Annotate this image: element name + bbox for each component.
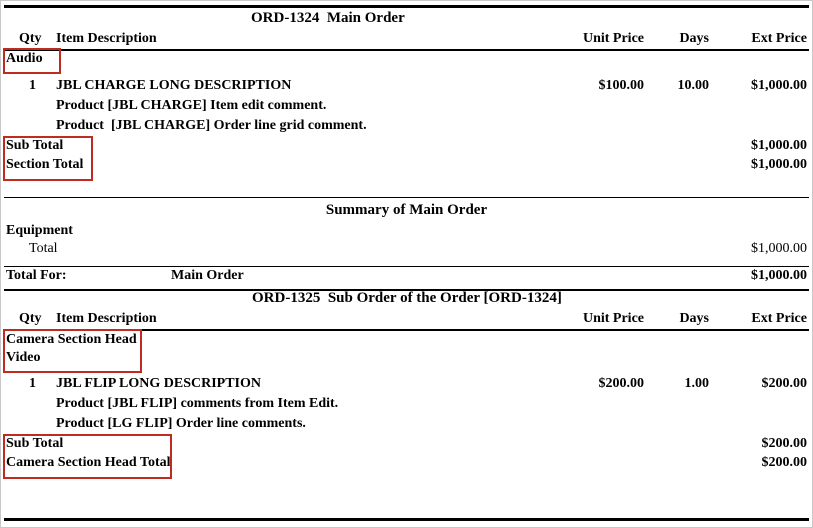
item-unit-price: $100.00 — [598, 78, 645, 93]
summary-total-value: $1,000.00 — [751, 241, 807, 256]
total-for-order-name: Main Order — [171, 268, 244, 283]
item-ext-price: $200.00 — [761, 376, 808, 391]
total-for-value: $1,000.00 — [751, 268, 807, 283]
order2-section-label: Video — [6, 350, 41, 365]
top-rule — [4, 5, 809, 8]
item-ext-price: $1,000.00 — [751, 78, 807, 93]
order2-item-comment: Product [JBL FLIP] comments from Item Ed… — [56, 396, 339, 411]
summary-total-row: Total $1,000.00 — [1, 241, 812, 259]
order1-item-row: 1 JBL CHARGE LONG DESCRIPTION $100.00 10… — [1, 78, 812, 96]
item-description: JBL FLIP LONG DESCRIPTION — [56, 376, 261, 391]
order1-item-comment: Product [JBL CHARGE] Item edit comment. — [56, 98, 327, 113]
subtotal-value: $200.00 — [761, 436, 808, 451]
order2-subtotal-row: Sub Total $200.00 — [1, 436, 812, 454]
item-description: JBL CHARGE LONG DESCRIPTION — [56, 78, 292, 93]
item-days: 10.00 — [677, 78, 710, 93]
summary-top-rule — [4, 197, 809, 198]
column-header-qty: Qty — [19, 31, 42, 46]
order1-title: ORD-1324 Main Order — [251, 10, 405, 26]
item-qty: 1 — [29, 376, 36, 391]
order1-item-comment: Product [JBL CHARGE] Order line grid com… — [56, 118, 367, 133]
section-total-label: Section Total — [6, 157, 84, 172]
column-header-description: Item Description — [56, 31, 157, 46]
order1-subtotal-row: Sub Total $1,000.00 — [1, 138, 812, 156]
order2-item-comment: Product [LG FLIP] Order line comments. — [56, 416, 306, 431]
subtotal-value: $1,000.00 — [751, 138, 807, 153]
order2-title: ORD-1325 Sub Order of the Order [ORD-132… — [252, 290, 562, 306]
total-for-top-rule — [4, 266, 809, 267]
order2-header-underline — [4, 329, 809, 331]
column-header-qty: Qty — [19, 311, 42, 326]
order2-section-head-label: Camera Section Head — [6, 332, 137, 347]
total-for-bottom-rule — [4, 289, 809, 291]
total-for-label: Total For: — [6, 268, 67, 283]
column-header-unit-price: Unit Price — [582, 311, 644, 326]
total-for-row: Total For: Main Order $1,000.00 — [1, 268, 812, 286]
section-total-label: Camera Section Head Total — [6, 455, 171, 470]
order1-header-underline — [4, 49, 809, 51]
column-header-ext-price: Ext Price — [751, 311, 807, 326]
section-total-value: $200.00 — [761, 455, 808, 470]
summary-total-label: Total — [29, 241, 58, 256]
item-qty: 1 — [29, 78, 36, 93]
column-header-description: Item Description — [56, 311, 157, 326]
item-unit-price: $200.00 — [598, 376, 645, 391]
order1-header-row: Qty Item Description Unit Price Days Ext… — [1, 31, 812, 49]
item-days: 1.00 — [684, 376, 710, 391]
column-header-ext-price: Ext Price — [751, 31, 807, 46]
summary-title: Summary of Main Order — [325, 202, 488, 218]
section-total-value: $1,000.00 — [751, 157, 807, 172]
order2-header-row: Qty Item Description Unit Price Days Ext… — [1, 311, 812, 329]
order2-item-row: 1 JBL FLIP LONG DESCRIPTION $200.00 1.00… — [1, 376, 812, 394]
summary-group-label: Equipment — [6, 223, 73, 238]
order1-section-label: Audio — [6, 51, 43, 66]
bottom-rule — [4, 518, 809, 521]
subtotal-label: Sub Total — [6, 436, 64, 451]
column-header-unit-price: Unit Price — [582, 31, 644, 46]
order1-section-total-row: Section Total $1,000.00 — [1, 157, 812, 175]
column-header-days: Days — [679, 311, 709, 326]
order2-section-total-row: Camera Section Head Total $200.00 — [1, 455, 812, 473]
column-header-days: Days — [679, 31, 709, 46]
subtotal-label: Sub Total — [6, 138, 64, 153]
